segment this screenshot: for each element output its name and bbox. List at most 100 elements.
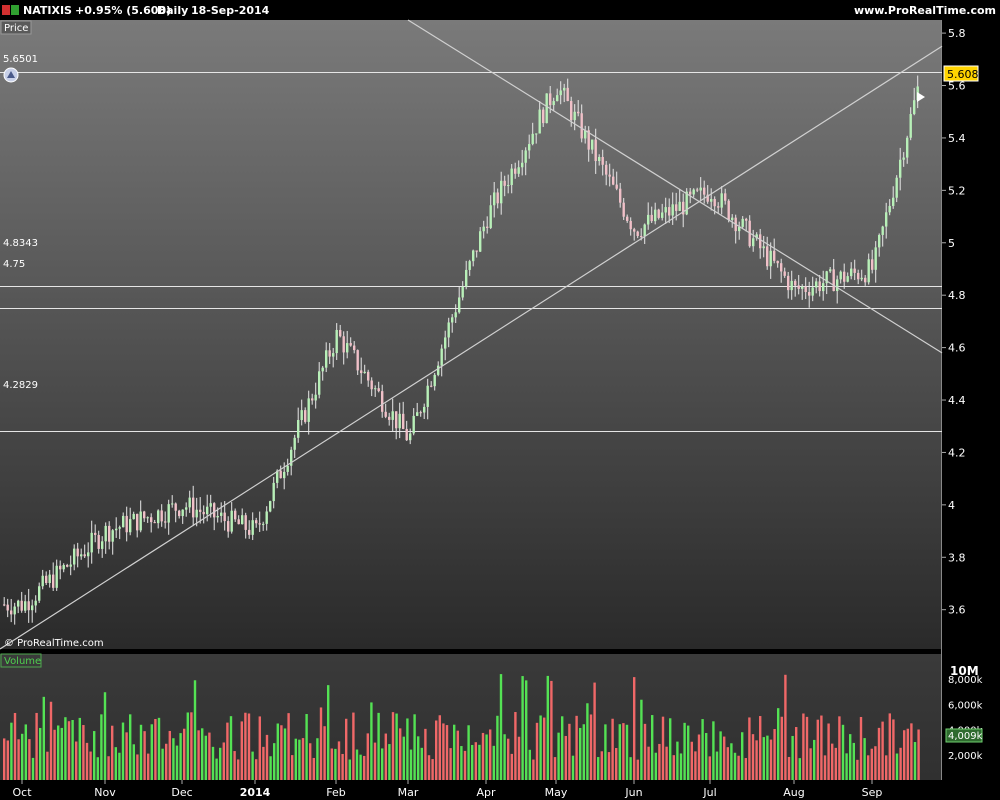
volume-bar — [352, 712, 355, 780]
volume-bar — [532, 759, 535, 780]
trendline-support[interactable] — [0, 45, 943, 650]
candle-body — [59, 565, 62, 570]
candle-body — [52, 574, 55, 588]
candle-body — [458, 297, 461, 313]
candle-body — [87, 552, 90, 557]
volume-bar — [89, 751, 92, 780]
volume-bar — [841, 724, 845, 780]
svg-text:Volume: Volume — [4, 656, 41, 667]
volume-bar — [193, 680, 197, 780]
volume-bar — [57, 725, 60, 780]
candle-body — [34, 600, 37, 606]
volume-bar — [399, 728, 402, 780]
candle-body — [654, 209, 657, 222]
volume-bar — [845, 753, 848, 780]
level-label: 4.75 — [3, 259, 25, 270]
volume-bar — [593, 682, 596, 780]
volume-bar — [265, 734, 269, 780]
volume-bar — [24, 724, 27, 780]
candle-body — [608, 174, 611, 177]
candle-body — [454, 312, 457, 318]
last-price-arrow — [917, 92, 925, 102]
volume-bar — [409, 749, 413, 780]
volume-bar — [874, 746, 877, 780]
alarm-icon[interactable] — [3, 67, 19, 83]
candle-body — [66, 565, 69, 567]
volume-bar — [125, 732, 128, 780]
volume-bar — [438, 715, 441, 780]
volume-panel-label[interactable]: Volume — [0, 653, 42, 668]
volume-tick-label: 6,000k — [948, 700, 983, 711]
candle-body — [433, 374, 436, 387]
trendline-resistance[interactable] — [407, 19, 943, 354]
volume-bar — [611, 718, 614, 780]
candle-body — [657, 209, 660, 218]
volume-bar — [654, 752, 657, 780]
candle-body — [650, 214, 653, 222]
candle-body — [895, 177, 898, 198]
candle-body — [377, 388, 380, 392]
candle-body — [384, 411, 387, 417]
volume-bar — [773, 729, 776, 780]
candle-body — [549, 93, 552, 106]
candle-body — [76, 548, 79, 557]
volume-bar — [892, 719, 895, 780]
candle-body — [412, 415, 415, 434]
volume-bar — [813, 739, 816, 780]
volume-bar — [787, 756, 791, 780]
candle-body — [727, 200, 730, 220]
volume-bar — [96, 757, 99, 780]
candle-body — [531, 133, 534, 145]
volume-bar — [100, 714, 103, 780]
candle-body — [244, 515, 247, 530]
candle-body — [678, 201, 681, 211]
volume-bar — [186, 712, 189, 780]
time-tick-label: 2014 — [240, 786, 271, 799]
volume-bar — [489, 729, 492, 780]
time-tick-label: May — [545, 786, 568, 799]
candle-body — [269, 501, 272, 512]
volume-bar — [525, 680, 528, 780]
volume-bar — [211, 746, 215, 780]
price-tick-label: 4 — [948, 499, 955, 512]
candle-body — [426, 385, 429, 407]
volume-bar — [507, 738, 510, 780]
candle-body — [339, 329, 342, 337]
candle-body — [696, 189, 699, 191]
time-tick-label: Jun — [624, 786, 642, 799]
candle-body — [363, 371, 366, 374]
candle-body — [815, 281, 818, 288]
candle-body — [633, 229, 636, 232]
volume-bar — [294, 738, 297, 780]
chart-type-icon[interactable] — [11, 5, 19, 15]
candle-body — [150, 517, 153, 523]
price-panel-label[interactable]: Price — [0, 20, 32, 35]
candle-body — [626, 216, 629, 221]
candle-body — [143, 511, 146, 519]
volume-bar — [831, 743, 834, 780]
volume-bar — [233, 751, 236, 780]
volume-bar — [820, 715, 823, 780]
volume-bar — [658, 743, 661, 780]
volume-bar — [852, 742, 855, 780]
volume-bar — [463, 750, 467, 780]
candle-body — [342, 336, 345, 353]
candle-body — [290, 449, 293, 466]
candle-body — [199, 509, 202, 512]
candle-body — [902, 157, 905, 160]
candle-body — [136, 513, 139, 531]
time-tick-label: Nov — [94, 786, 116, 799]
chart-type-icon[interactable] — [2, 5, 10, 15]
candle-body — [769, 250, 772, 267]
volume-tick-label: 2,000k — [948, 751, 983, 762]
candle-body — [10, 610, 13, 615]
site-label[interactable]: www.ProRealTime.com — [853, 4, 996, 17]
candle-body — [510, 168, 513, 186]
candle-body — [587, 130, 590, 150]
volume-bar — [769, 739, 773, 780]
volume-bar — [550, 680, 553, 780]
svg-text:4,009k: 4,009k — [948, 731, 983, 742]
candle-body — [503, 180, 506, 186]
volume-bar — [780, 716, 783, 780]
volume-bar — [629, 757, 632, 780]
